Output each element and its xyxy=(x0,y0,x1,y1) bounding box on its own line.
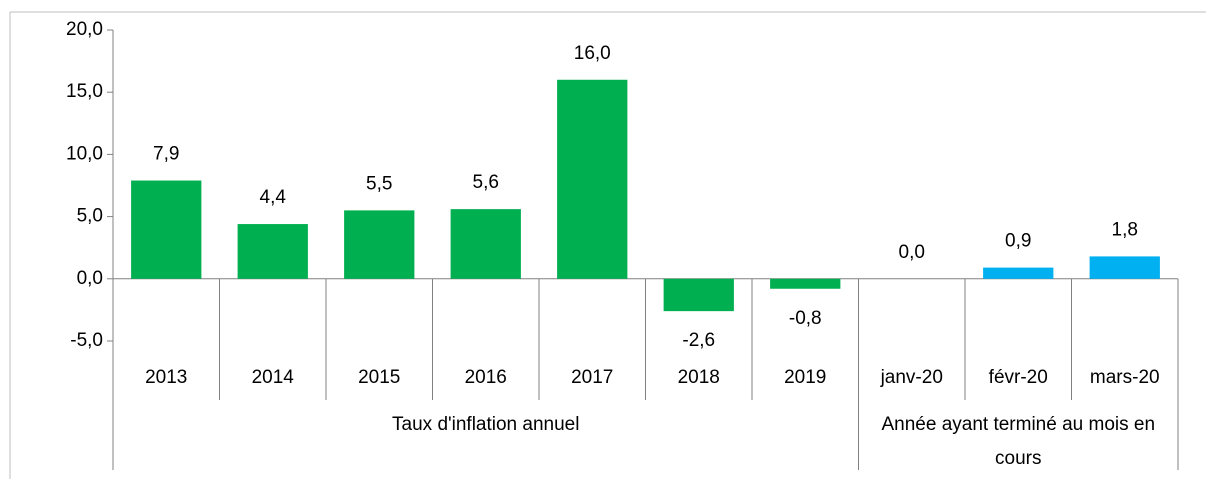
y-tick-label: 0,0 xyxy=(77,268,103,289)
value-label: 5,6 xyxy=(473,172,499,193)
value-label: 0,9 xyxy=(1005,231,1031,252)
value-label: -0,8 xyxy=(789,308,822,329)
y-tick-label: -5,0 xyxy=(70,330,103,351)
y-tick-label: 10,0 xyxy=(66,143,103,164)
group-label: Année ayant terminé au mois en cours xyxy=(881,414,1156,469)
value-label: 0,0 xyxy=(899,242,925,263)
y-tick-label: 20,0 xyxy=(66,19,103,40)
x-tick-label: 2014 xyxy=(252,367,295,388)
bar xyxy=(557,79,628,279)
value-label: 7,9 xyxy=(153,144,179,165)
group-label: Taux d'inflation annuel xyxy=(392,414,580,435)
value-label: -2,6 xyxy=(682,330,715,351)
bar xyxy=(983,267,1054,279)
bar xyxy=(1089,256,1160,279)
value-label: 1,8 xyxy=(1112,219,1138,240)
y-tick-label: 15,0 xyxy=(66,81,103,102)
y-tick-label: 5,0 xyxy=(77,206,103,227)
bar xyxy=(663,278,734,312)
bar xyxy=(344,210,415,279)
value-label: 16,0 xyxy=(574,43,611,64)
x-tick-label: 2016 xyxy=(465,367,507,388)
x-tick-label: 2015 xyxy=(358,367,400,388)
bar xyxy=(237,224,308,279)
x-tick-label: janv-20 xyxy=(880,367,943,388)
x-tick-label: 2017 xyxy=(571,367,613,388)
bar xyxy=(450,209,521,279)
x-tick-label: févr-20 xyxy=(989,367,1048,388)
value-label: 4,4 xyxy=(260,187,287,208)
x-tick-label: 2019 xyxy=(784,367,826,388)
value-label: 5,5 xyxy=(366,173,392,194)
x-tick-label: 2013 xyxy=(145,367,187,388)
x-tick-label: 2018 xyxy=(678,367,720,388)
bar xyxy=(131,180,202,279)
bar xyxy=(770,278,841,289)
x-tick-label: mars-20 xyxy=(1090,367,1160,388)
